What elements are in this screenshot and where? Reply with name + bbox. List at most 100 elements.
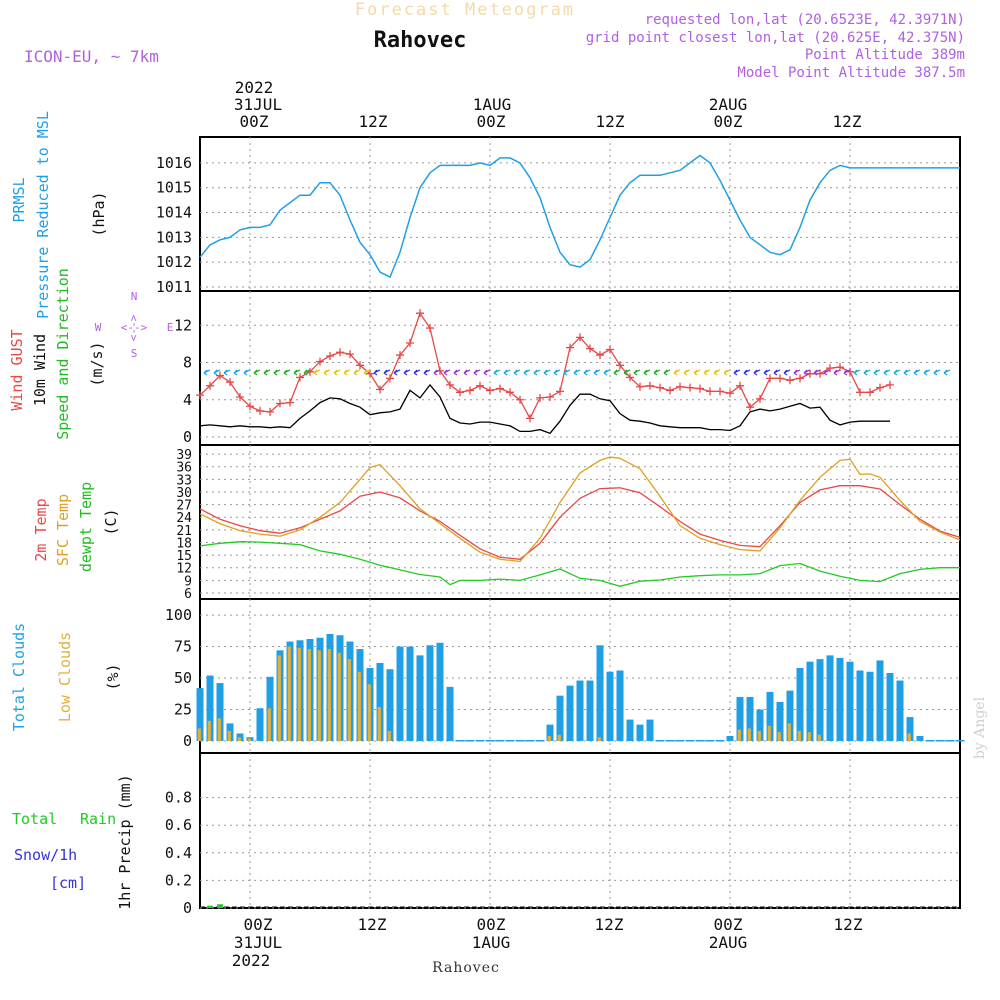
low-cloud-bar — [197, 728, 201, 741]
total-cloud-bar — [606, 671, 614, 741]
gust-marker — [626, 373, 634, 382]
total-cloud-bar — [675, 740, 685, 742]
gust-marker — [556, 387, 564, 396]
total-cloud-bar — [866, 671, 874, 741]
gust-marker — [736, 381, 744, 390]
gust-marker — [676, 382, 684, 391]
precip-panel: 0 0.2 0.4 0.6 0.8 — [165, 752, 961, 917]
wind-direction-arrow — [943, 369, 951, 376]
gust-marker — [816, 369, 824, 378]
wind-gust-label: Wind GUST — [8, 329, 26, 410]
wind-direction-arrow — [833, 369, 841, 376]
clouds-ytick-label: 75 — [174, 638, 192, 656]
wind-direction-arrow — [283, 369, 291, 376]
gust-marker — [316, 357, 324, 366]
gust-marker — [496, 384, 504, 393]
gust-marker — [696, 384, 704, 393]
low-clouds-label: Low Clouds — [56, 632, 74, 722]
wind-direction-arrow — [463, 369, 471, 376]
total-cloud-bar — [925, 740, 935, 742]
gust-marker — [246, 402, 254, 411]
dewpt-line — [199, 541, 960, 587]
wind-direction-arrow — [823, 369, 831, 376]
wind-direction-arrow — [413, 369, 421, 376]
wind-direction-arrow — [573, 369, 581, 376]
pressure-ytick-label: 1015 — [156, 179, 192, 197]
gust-marker — [576, 333, 584, 342]
gust-marker — [756, 394, 764, 403]
low-cloud-bar — [337, 652, 341, 741]
gust-marker — [586, 344, 594, 353]
wind-direction-arrow — [773, 369, 781, 376]
wind-direction-arrow — [563, 369, 571, 376]
hour-bottom-4: 12Z — [595, 915, 624, 934]
gust-marker — [206, 381, 214, 390]
low-cloud-bar — [907, 733, 911, 741]
gust-marker — [216, 371, 224, 380]
wind-ytick-label: 4 — [183, 391, 192, 409]
low-cloud-bar — [797, 730, 801, 741]
total-cloud-bar — [376, 662, 384, 741]
hour-top-6: 12Z — [833, 112, 862, 131]
compass-icon: N S W E <--> <--> — [95, 290, 174, 360]
total-cloud-bar — [685, 740, 695, 742]
total-cloud-bar — [806, 661, 814, 741]
snow-label: Snow/1h — [14, 846, 77, 864]
gust-marker — [476, 381, 484, 390]
total-cloud-bar — [876, 660, 884, 741]
low-cloud-bar — [227, 730, 231, 741]
wind-direction-arrow — [323, 369, 331, 376]
ms-unit-label: (m/s) — [88, 341, 106, 386]
wind-direction-arrow — [403, 369, 411, 376]
gust-marker — [856, 388, 864, 397]
gust-marker — [486, 386, 494, 395]
total-cloud-bar — [646, 719, 654, 741]
wind-direction-arrow — [493, 369, 501, 376]
temp-ytick-label: 39 — [176, 448, 192, 463]
total-cloud-bar — [475, 740, 485, 742]
gust-marker — [686, 383, 694, 392]
low-cloud-bar — [247, 738, 251, 741]
gust-marker — [286, 398, 294, 407]
temp-ytick-label: 12 — [176, 562, 192, 577]
wind-direction-arrow — [673, 369, 681, 376]
wind-direction-arrow — [713, 369, 721, 376]
total-cloud-bar — [576, 680, 584, 741]
rain-bar — [207, 905, 213, 908]
pressure-desc-label: Pressure Reduced to MSL — [34, 111, 52, 319]
wind-direction-arrow — [883, 369, 891, 376]
day-bottom-1: 31JUL — [234, 933, 282, 952]
gust-marker — [546, 392, 554, 401]
rain-label: Rain — [80, 810, 116, 828]
wind-direction-arrow — [853, 369, 861, 376]
total-cloud-bar — [525, 740, 535, 742]
precip-ytick-label: 0.6 — [165, 816, 192, 834]
wind-direction-arrow — [343, 369, 351, 376]
gust-marker — [536, 393, 544, 402]
wind-direction-arrow — [843, 369, 851, 376]
total-cloud-bar — [776, 701, 784, 741]
wind-direction-arrow — [743, 369, 751, 376]
hour-bottom-3: 00Z — [477, 915, 506, 934]
gust-marker — [196, 391, 204, 400]
gust-marker — [596, 351, 604, 360]
low-cloud-bar — [377, 707, 381, 741]
wind-ytick-label: 8 — [183, 354, 192, 372]
gust-marker — [296, 373, 304, 382]
dewpt-label: dewpt Temp — [77, 482, 95, 572]
gust-marker — [456, 388, 464, 397]
wind-direction-arrow — [273, 369, 281, 376]
wind-direction-arrow — [353, 369, 361, 376]
gust-marker — [606, 345, 614, 354]
wind-direction-arrow — [453, 369, 461, 376]
wind-direction-arrow — [653, 369, 661, 376]
wind-direction-arrow — [933, 369, 941, 376]
wind-direction-arrow — [383, 369, 391, 376]
hour-bottom-6: 12Z — [834, 915, 863, 934]
pressure-ytick-label: 1013 — [156, 228, 192, 246]
gust-marker — [786, 376, 794, 385]
gust-marker — [396, 351, 404, 360]
gust-marker — [446, 380, 454, 389]
pressure-ytick-label: 1011 — [156, 278, 192, 296]
wind-direction-arrow — [903, 369, 911, 376]
